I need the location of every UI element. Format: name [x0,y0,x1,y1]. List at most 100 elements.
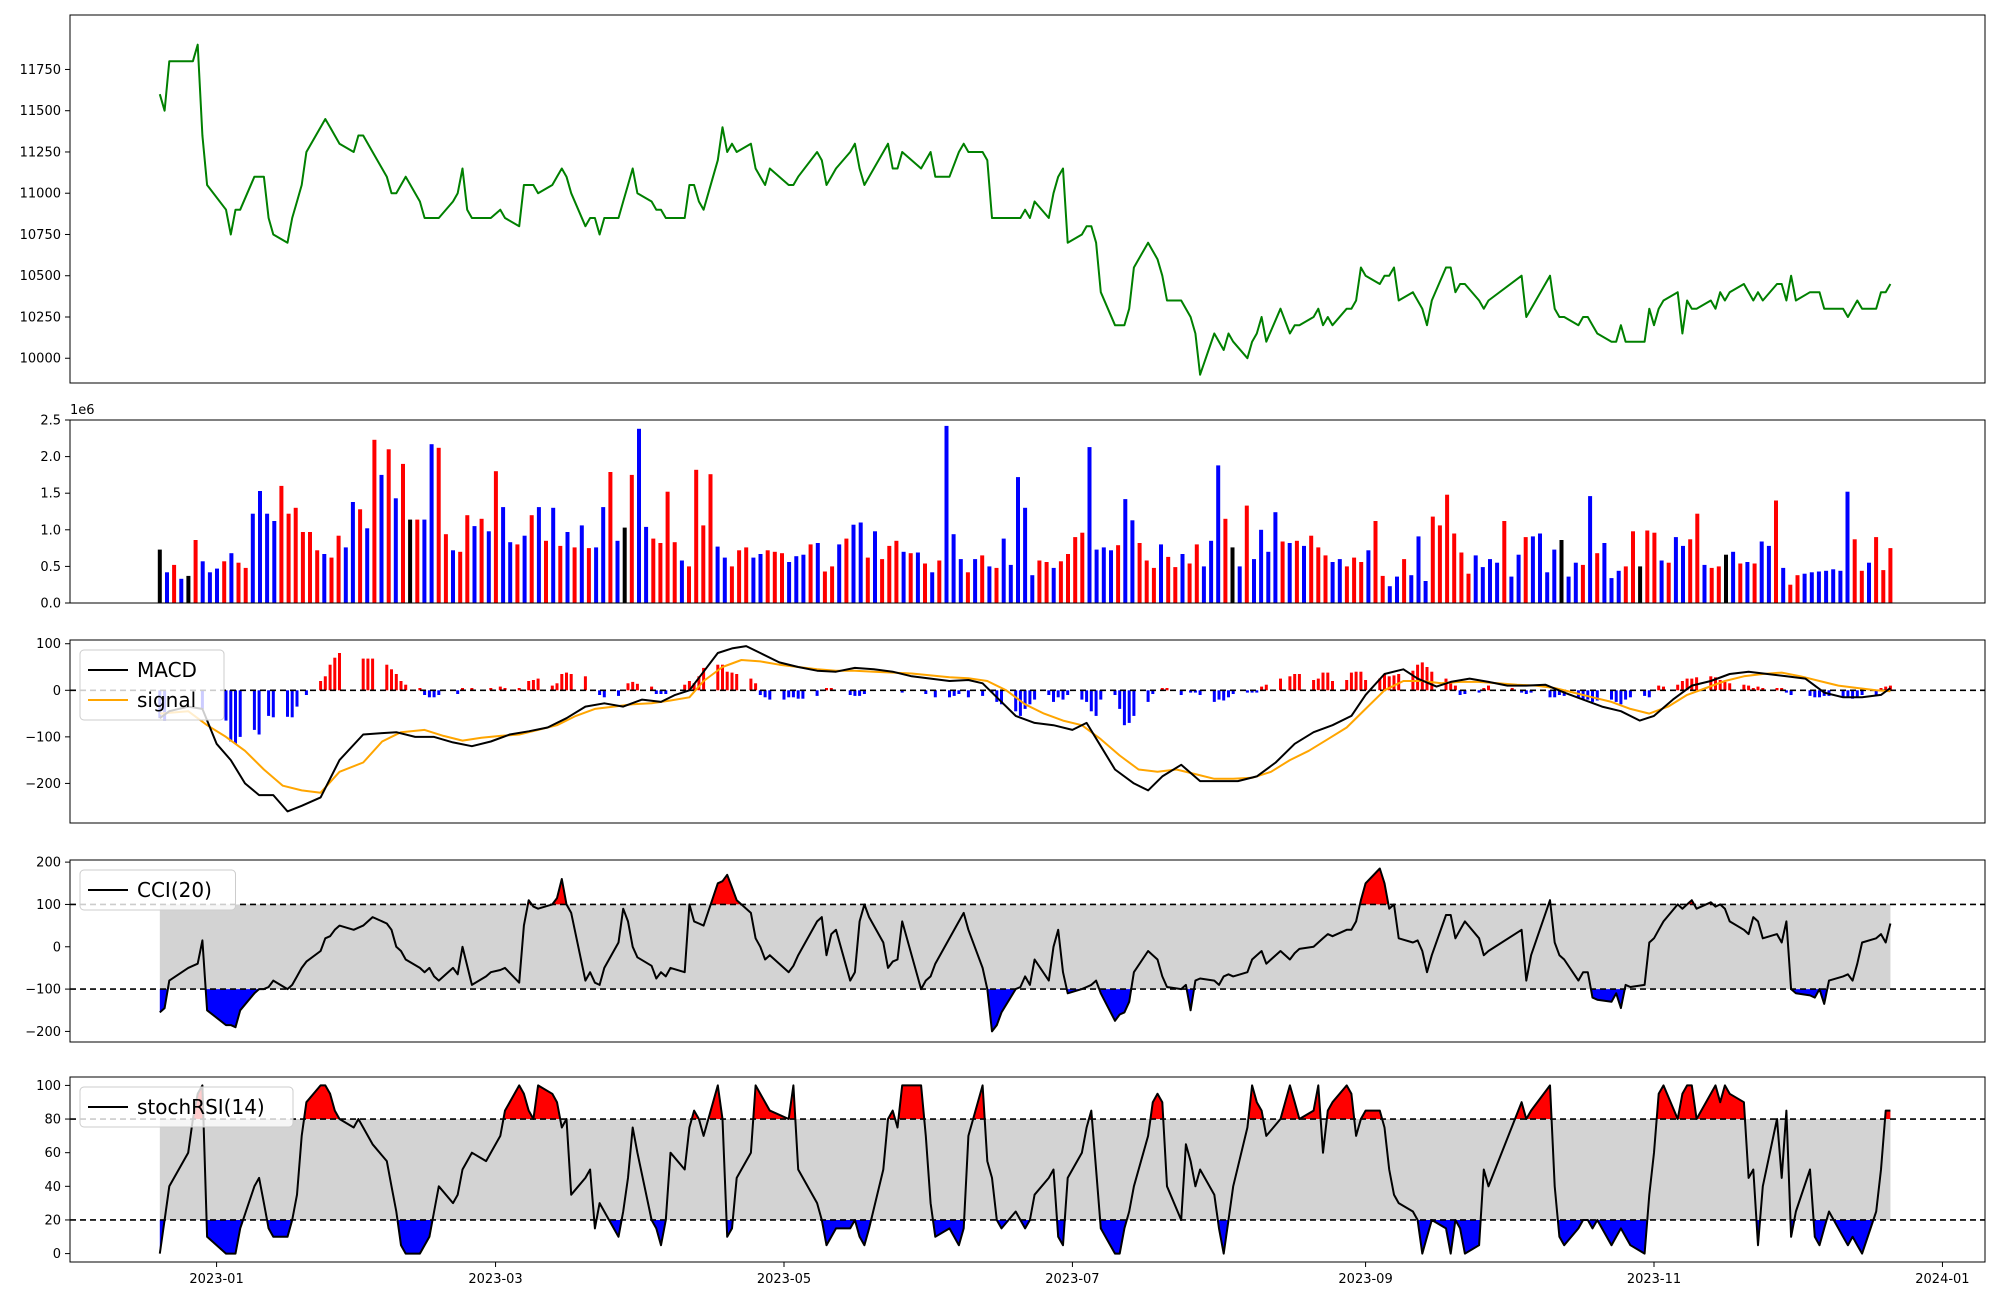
volume-bar [1673,537,1678,603]
volume-bar [765,550,770,603]
volume-bar [830,566,835,603]
volume-bar [379,474,384,603]
macd-histogram-bar [1160,688,1164,691]
macd-histogram-bar [1118,690,1122,709]
macd-histogram-bar [456,690,460,694]
macd-histogram-bar [1000,690,1003,705]
volume-bar [1352,557,1357,603]
macd-histogram-bar [626,683,630,691]
volume-bar [1373,521,1378,603]
volume-bar [1752,563,1757,603]
volume-bar [1423,581,1428,603]
volume-bar [1044,562,1049,603]
volume-bar [1774,500,1778,603]
macd-histogram-bar [1482,688,1486,691]
macd-ytick-label: −200 [25,777,61,792]
volume-bar [1867,562,1871,603]
cci-overbought-fill [1359,868,1389,905]
volume-bar [322,554,327,603]
volume-bar [1066,554,1070,603]
volume-bar [565,532,570,603]
price-ytick-label: 10250 [20,310,61,325]
volume-bar [751,557,756,603]
stochrsi-overbought-fill [1515,1102,1527,1119]
macd-histogram-bar [1383,674,1386,691]
macd-histogram-bar [801,690,805,699]
macd-histogram-bar [1728,683,1732,691]
macd-histogram-bar [1879,688,1883,691]
stochrsi-oversold-fill [206,1220,244,1254]
volume-bar [236,562,241,603]
macd-histogram-bar [1761,688,1765,691]
volume-bar [1416,536,1421,603]
volume-bar [1831,569,1836,603]
volume-bar [915,552,920,603]
macd-histogram-bar [234,690,237,744]
volume-bar [944,425,949,603]
macd-ytick-label: 100 [36,637,61,652]
volume-bar [1259,529,1264,603]
volume-bar [672,542,677,603]
macd-histogram-bar [323,676,327,691]
volume-bar [1795,575,1800,603]
volume-bar [293,507,298,603]
volume-bar [1302,545,1306,603]
volume-bar [1881,570,1886,603]
macd-histogram-bar [687,681,691,691]
volume-bar [801,554,806,603]
volume-bar [1595,553,1600,603]
volume-bar [1080,532,1085,603]
macd-histogram-bar [1151,690,1155,694]
price-axes-frame [69,14,1986,384]
macd-histogram-bar [290,690,294,718]
macd-histogram-bar [1690,678,1694,691]
stochrsi-oversold-fill [1217,1220,1229,1254]
volume-axes-frame [69,419,1986,604]
volume-bar [422,519,427,603]
macd-histogram-bar [730,672,734,691]
signal-line [159,659,1891,794]
volume-bar [1073,537,1078,603]
volume-bar [1616,570,1621,603]
macd-histogram-bar [1364,680,1368,691]
macd-histogram-bar [1089,690,1093,712]
macd-histogram-bar [1529,690,1533,693]
macd-histogram-bar [461,688,464,691]
volume-bar [1023,507,1028,603]
macd-histogram-bar [1127,690,1131,723]
volume-bar [229,553,234,603]
stochrsi-overbought-fill [1280,1085,1300,1119]
volume-bar [1037,560,1042,603]
macd-histogram-bar [602,690,606,698]
volume-bar [1695,513,1700,603]
volume-bar [1859,570,1864,603]
macd-histogram-bar [238,690,242,737]
xtick-label: 2023-07 [1045,1272,1099,1287]
cci-legend-label: CCI(20) [137,878,212,902]
macd-histogram-bar [1614,690,1618,702]
volume-bar [1280,541,1285,603]
macd-histogram-bar [1884,686,1888,691]
stochrsi-oversold-fill [1100,1220,1127,1254]
volume-bar [1395,576,1399,603]
macd-histogram-bar [1080,690,1084,700]
volume-bar [1874,537,1879,603]
volume-bar [186,575,191,603]
macd-histogram-bar [1099,690,1103,700]
macd-histogram-bar [1047,690,1051,695]
volume-bar [1509,576,1514,603]
volume-bar [715,546,720,603]
volume-bar [1781,567,1786,603]
volume-bar [1359,562,1364,603]
macd-histogram-bar [1420,662,1424,691]
stochrsi-band-fill [159,1119,1891,1220]
volume-bar [980,555,985,603]
macd-histogram-bar [267,690,271,716]
volume-bar [844,538,849,603]
volume-bar [987,566,992,603]
macd-histogram-bar [900,690,904,693]
volume-bar [930,572,935,603]
volume-bar [1745,562,1750,603]
macd-histogram-bar [423,690,427,695]
volume-bar [1337,559,1342,603]
